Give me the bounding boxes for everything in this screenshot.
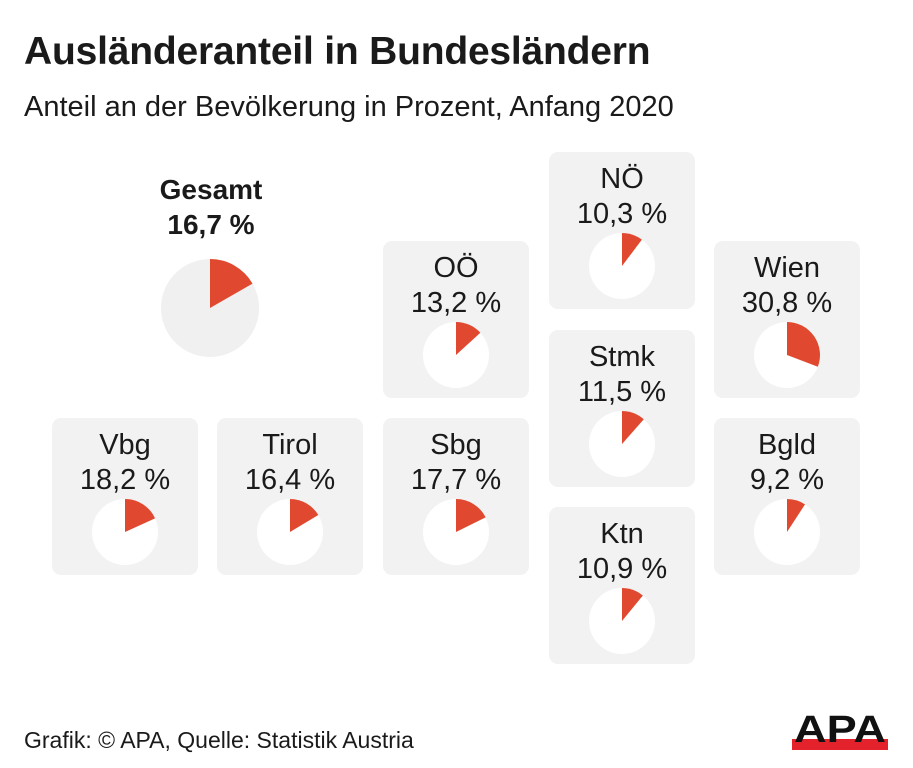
region-pie-slice [787, 322, 820, 367]
region-pie [589, 233, 655, 299]
region-pie-slice [125, 499, 156, 532]
region-value: 16,4 % [244, 464, 336, 496]
region-box-sbg: Sbg 17,7 % [383, 418, 529, 575]
region-pie-slice [456, 499, 486, 532]
region-label: NÖ [600, 163, 644, 195]
total-pie [161, 259, 259, 357]
region-pie-slice [787, 499, 806, 532]
region-label: Ktn [600, 518, 644, 550]
total-value: 16,7 % [167, 209, 255, 240]
region-value: 17,7 % [410, 464, 502, 496]
region-label: Vbg [99, 429, 151, 461]
region-pie-slice [456, 322, 481, 355]
region-label: Sbg [430, 429, 482, 461]
region-pie [754, 499, 820, 565]
region-box-tirol: Tirol 16,4 % [217, 418, 363, 575]
region-box-noe: NÖ 10,3 % [549, 152, 695, 309]
source-note: Grafik: © APA, Quelle: Statistik Austria [24, 727, 414, 753]
region-pie [257, 499, 323, 565]
region-pie [92, 499, 158, 565]
region-pie-slice [622, 411, 644, 444]
apa-logo-bar [792, 739, 888, 750]
region-pie-slice [622, 233, 642, 266]
apa-logo-text: APA [794, 709, 886, 751]
chart-subtitle: Anteil an der Bevölkerung in Prozent, An… [24, 91, 674, 123]
region-pie [589, 588, 655, 654]
region-box-wien: Wien 30,8 % [714, 241, 860, 398]
region-pie [423, 499, 489, 565]
region-value: 18,2 % [79, 464, 171, 496]
region-value: 13,2 % [410, 287, 502, 319]
region-box-vbg: Vbg 18,2 % [52, 418, 198, 575]
total-pie-slice [210, 259, 253, 308]
region-pie [423, 322, 489, 388]
region-pie [754, 322, 820, 388]
region-value: 10,9 % [576, 553, 668, 585]
region-label: Tirol [262, 429, 318, 461]
apa-logo: APA [792, 709, 888, 751]
region-value: 11,5 % [577, 376, 667, 408]
region-label: Bgld [757, 429, 817, 461]
region-value: 30,8 % [741, 287, 833, 319]
total-label: Gesamt [159, 174, 263, 205]
region-label: OÖ [433, 252, 479, 284]
region-box-bgld: Bgld 9,2 % [714, 418, 860, 575]
region-box-ooe: OÖ 13,2 % [383, 241, 529, 398]
region-label: Wien [753, 252, 821, 284]
total-panel: Gesamt 16,7 % [137, 172, 285, 382]
region-pie-slice [622, 588, 643, 621]
region-box-stmk: Stmk 11,5 % [549, 330, 695, 487]
region-value: 10,3 % [576, 198, 668, 230]
region-value: 9,2 % [749, 464, 825, 496]
region-pie-slice [290, 499, 319, 532]
region-box-ktn: Ktn 10,9 % [549, 507, 695, 664]
region-pie [589, 411, 655, 477]
chart-title: Ausländeranteil in Bundesländern [24, 30, 651, 73]
region-label: Stmk [588, 341, 656, 373]
